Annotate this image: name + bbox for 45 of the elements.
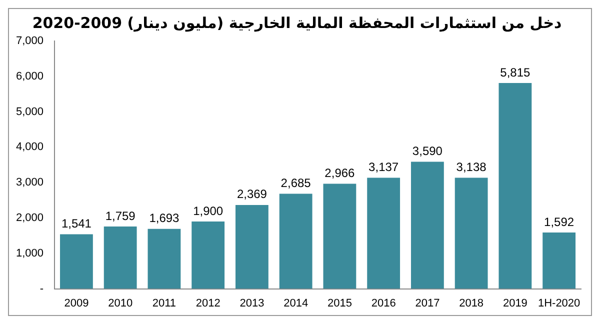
x-tick-label: 2012 — [196, 297, 220, 310]
y-tick-label: 7,000 — [16, 35, 44, 48]
x-tick-label: 2015 — [327, 297, 352, 310]
data-label: 2,369 — [236, 187, 268, 202]
y-tick-label: 2,000 — [16, 212, 44, 224]
y-tick-label: - — [40, 282, 44, 295]
bar — [148, 228, 181, 289]
data-label: 1,693 — [149, 211, 180, 226]
bar — [323, 184, 356, 289]
bar — [104, 226, 137, 289]
bar — [279, 194, 312, 289]
x-tick-label: 2014 — [284, 297, 308, 310]
data-label: 1,592 — [544, 214, 574, 229]
data-label: 1,900 — [193, 204, 224, 218]
y-tick-label: 5,000 — [16, 106, 44, 118]
x-tick-label: 2017 — [415, 297, 440, 310]
bar — [236, 204, 268, 289]
data-label: 2,685 — [280, 176, 312, 190]
x-tick-label: 2016 — [371, 297, 396, 310]
chart-title: دخل من استثمارات المحفظة المالية الخارجية (مليون دينار) 2009-2020 — [32, 14, 562, 32]
data-label: 1,541 — [61, 216, 92, 231]
data-label: 5,815 — [500, 65, 531, 80]
y-tick-label: 1,000 — [16, 247, 44, 260]
bar — [60, 234, 93, 289]
y-tick-label: 3,000 — [16, 176, 44, 189]
x-tick-label: 2013 — [240, 297, 264, 310]
bar — [367, 178, 400, 289]
x-tick-label: 2019 — [502, 297, 528, 310]
data-label: 3,590 — [412, 144, 443, 158]
x-tick-label: 2011 — [152, 297, 176, 310]
bar — [192, 222, 225, 289]
data-label: 2,966 — [324, 166, 356, 180]
data-label: 3,138 — [456, 160, 487, 174]
bar — [498, 82, 532, 289]
y-tick-label: 4,000 — [16, 141, 44, 154]
bar — [410, 162, 444, 289]
bar — [542, 232, 576, 289]
x-tick-label: 2018 — [459, 297, 484, 310]
x-tick-label: 1H-2020 — [538, 297, 580, 310]
data-label: 3,137 — [368, 160, 399, 174]
data-label: 1,759 — [105, 208, 136, 223]
y-tick-label: 6,000 — [16, 70, 44, 82]
bar — [454, 178, 488, 289]
x-tick-label: 2010 — [108, 297, 133, 310]
x-tick-label: 2009 — [64, 297, 89, 310]
